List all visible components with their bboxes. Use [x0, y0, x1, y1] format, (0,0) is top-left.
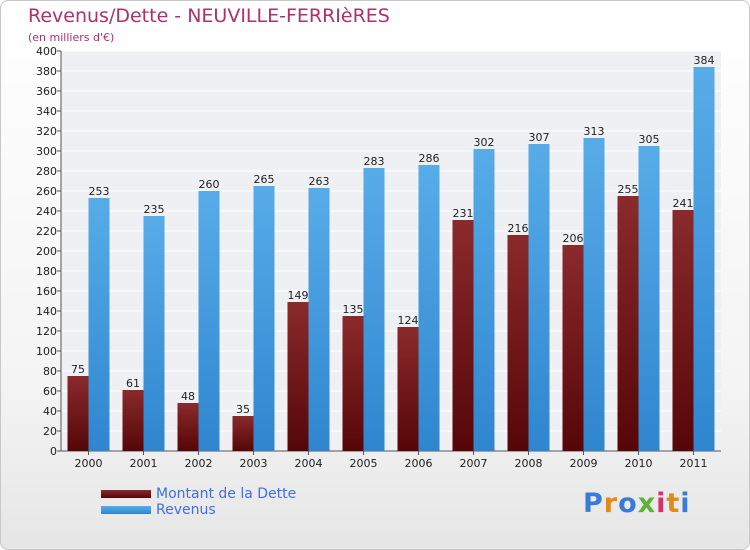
x-tick-label: 2006	[405, 457, 433, 470]
bar-revenue	[528, 144, 550, 451]
y-tick-label: 0	[50, 445, 57, 458]
bar-debt-label: 35	[236, 403, 250, 416]
y-tick-label: 100	[36, 345, 57, 358]
y-tick-label: 200	[36, 245, 57, 258]
bar-revenue-label: 384	[694, 54, 715, 67]
chart-title: Revenus/Dette - NEUVILLE-FERRIèRES	[28, 5, 390, 27]
x-tick-label: 2003	[240, 457, 268, 470]
y-tick-label: 180	[36, 265, 57, 278]
bar-debt	[177, 403, 199, 451]
bar-revenue-label: 313	[584, 125, 605, 138]
bar-revenue-label: 305	[639, 133, 660, 146]
bar-debt-label: 48	[181, 390, 195, 403]
bar-revenue	[693, 67, 715, 451]
y-tick-label: 240	[36, 205, 57, 218]
y-tick-label: 160	[36, 285, 57, 298]
bar-debt-label: 149	[288, 289, 309, 302]
y-tick-label: 120	[36, 325, 57, 338]
bar-debt-label: 206	[563, 232, 584, 245]
legend-swatch-revenue	[101, 506, 151, 514]
bar-debt	[617, 196, 639, 451]
x-tick-label: 2004	[295, 457, 323, 470]
x-tick-label: 2009	[570, 457, 598, 470]
bar-revenue-label: 265	[254, 173, 275, 186]
x-tick-label: 2002	[185, 457, 213, 470]
y-tick-label: 80	[43, 365, 57, 378]
bar-revenue	[308, 188, 330, 451]
bar-debt-label: 61	[126, 377, 140, 390]
logo-letter: x	[637, 488, 657, 519]
logo-letter: r	[603, 488, 619, 519]
logo-letter: o	[618, 488, 638, 519]
x-tick-label: 2011	[680, 457, 708, 470]
bar-debt	[507, 235, 529, 451]
bar-revenue-label: 283	[364, 155, 385, 168]
chart-subtitle: (en milliers d'€)	[28, 31, 115, 44]
bar-debt-label: 216	[508, 222, 529, 235]
y-tick-label: 260	[36, 185, 57, 198]
bar-debt-label: 124	[398, 314, 419, 327]
bar-debt	[342, 316, 364, 451]
bar-revenue-label: 302	[474, 136, 495, 149]
bar-revenue	[253, 186, 275, 451]
x-tick-label: 2000	[75, 457, 103, 470]
y-tick-label: 60	[43, 385, 57, 398]
bar-revenue-label: 263	[309, 175, 330, 188]
bar-debt-label: 255	[618, 183, 639, 196]
bar-debt-label: 135	[343, 303, 364, 316]
bar-revenue-label: 260	[199, 178, 220, 191]
logo-letter: i	[680, 488, 691, 519]
proxiti-logo: Proxiti	[583, 488, 691, 519]
bar-debt	[67, 376, 89, 451]
y-tick-label: 360	[36, 85, 57, 98]
y-tick-label: 220	[36, 225, 57, 238]
y-tick-label: 40	[43, 405, 57, 418]
y-tick-label: 280	[36, 165, 57, 178]
bar-debt	[452, 220, 474, 451]
bar-debt	[122, 390, 144, 451]
bar-revenue-label: 235	[144, 203, 165, 216]
bar-revenue	[638, 146, 660, 451]
bar-revenue-label: 253	[89, 185, 110, 198]
bar-revenue	[583, 138, 605, 451]
bar-revenue-label: 307	[529, 131, 550, 144]
logo-letter: i	[656, 488, 667, 519]
y-tick-label: 140	[36, 305, 57, 318]
logo-letter: P	[583, 488, 604, 519]
legend-label-debt: Montant de la Dette	[156, 486, 297, 502]
bar-debt-label: 75	[71, 363, 85, 376]
y-tick-label: 340	[36, 105, 57, 118]
logo-letter: t	[666, 488, 681, 519]
y-tick-label: 300	[36, 145, 57, 158]
bar-debt	[287, 302, 309, 451]
bar-debt-label: 231	[453, 207, 474, 220]
bar-debt	[562, 245, 584, 451]
y-tick-label: 400	[36, 45, 57, 58]
y-tick-label: 320	[36, 125, 57, 138]
x-tick-label: 2001	[130, 457, 158, 470]
y-tick-label: 20	[43, 425, 57, 438]
x-tick-label: 2007	[460, 457, 488, 470]
bar-revenue	[88, 198, 110, 451]
x-tick-label: 2005	[350, 457, 378, 470]
bar-debt	[672, 210, 694, 451]
bar-revenue	[418, 165, 440, 451]
bar-revenue	[198, 191, 220, 451]
legend-swatch-debt	[101, 490, 151, 498]
legend-label-revenue: Revenus	[156, 502, 216, 518]
bar-revenue	[473, 149, 495, 451]
bar-revenue	[143, 216, 165, 451]
y-tick-label: 380	[36, 65, 57, 78]
x-tick-label: 2010	[625, 457, 653, 470]
bar-debt	[232, 416, 254, 451]
x-tick-label: 2008	[515, 457, 543, 470]
bar-revenue	[363, 168, 385, 451]
bar-debt	[397, 327, 419, 451]
bar-revenue-label: 286	[419, 152, 440, 165]
bar-debt-label: 241	[673, 197, 694, 210]
